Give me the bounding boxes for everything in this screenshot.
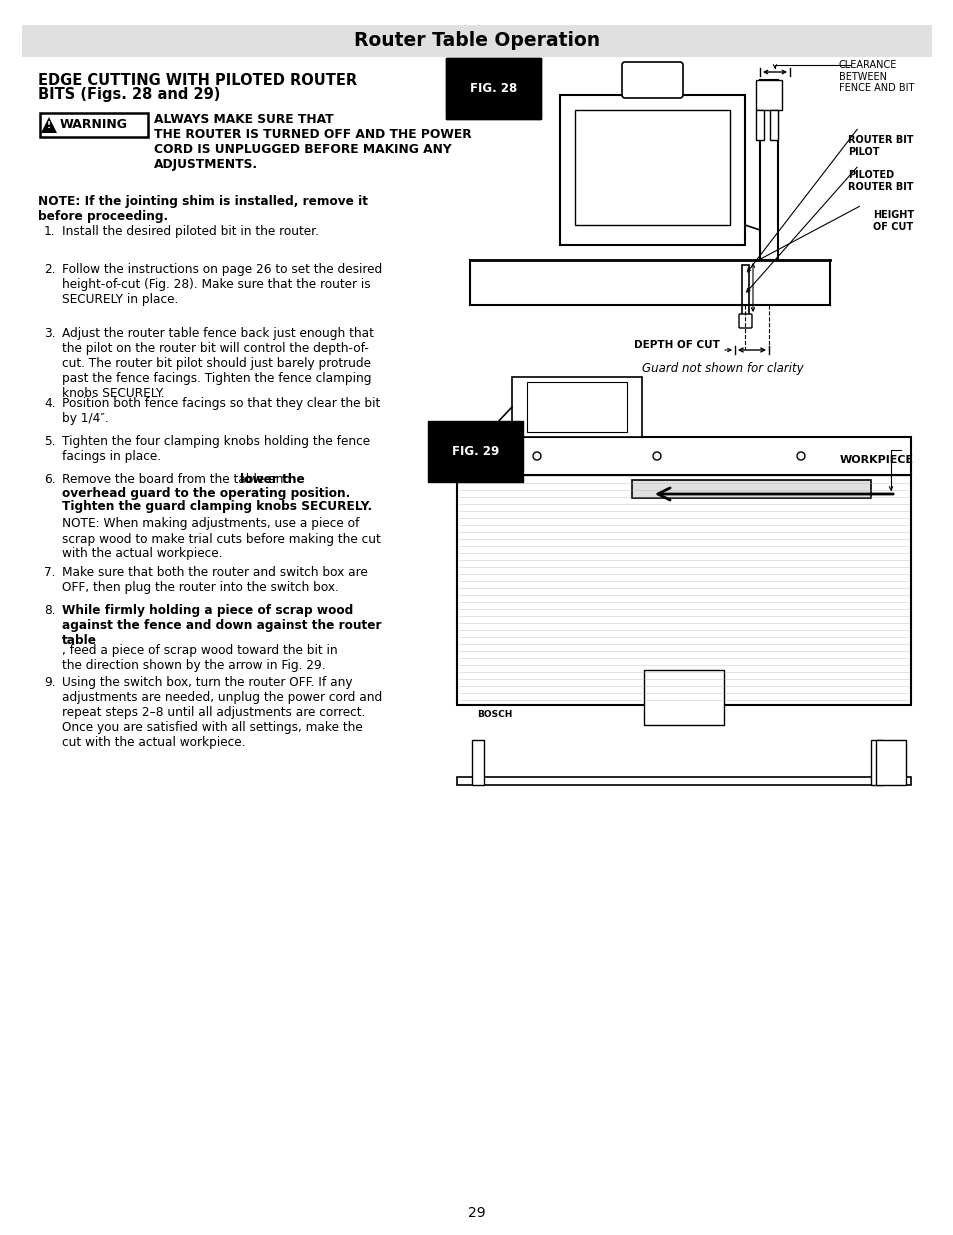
Text: DEPTH OF CUT: DEPTH OF CUT (634, 340, 720, 350)
Text: 5.: 5. (44, 435, 55, 448)
Text: ROUTER BIT
PILOT: ROUTER BIT PILOT (847, 135, 913, 157)
Bar (755, 80, 781, 110)
Text: FIG. 28: FIG. 28 (470, 82, 517, 95)
Text: FIG. 29: FIG. 29 (452, 445, 498, 458)
Text: Tighten the four clamping knobs holding the fence
facings in place.: Tighten the four clamping knobs holding … (62, 435, 370, 463)
Circle shape (652, 452, 660, 459)
Bar (575, 110, 729, 225)
Text: WARNING: WARNING (60, 119, 128, 131)
Text: BOSCH: BOSCH (476, 710, 512, 719)
Text: While firmly holding a piece of scrap wood
against the fence and down against th: While firmly holding a piece of scrap wo… (62, 604, 381, 647)
Text: Guard not shown for clarity: Guard not shown for clarity (641, 362, 803, 375)
Bar (631, 480, 870, 498)
Text: , feed a piece of scrap wood toward the bit in
the direction shown by the arrow : , feed a piece of scrap wood toward the … (62, 645, 337, 672)
Text: lower the: lower the (240, 473, 305, 487)
FancyBboxPatch shape (739, 314, 751, 329)
Text: 8.: 8. (44, 604, 55, 616)
Text: 7.: 7. (44, 566, 55, 579)
Text: NOTE: If the jointing shim is installed, remove it
before proceeding.: NOTE: If the jointing shim is installed,… (38, 195, 368, 224)
Text: 6.: 6. (44, 473, 55, 487)
Circle shape (533, 452, 540, 459)
FancyBboxPatch shape (621, 62, 682, 98)
Bar (760, 80, 778, 261)
Text: 4.: 4. (44, 396, 55, 410)
Text: EDGE CUTTING WITH PILOTED ROUTER: EDGE CUTTING WITH PILOTED ROUTER (38, 73, 356, 88)
Bar (22, 25, 931, 57)
Bar (456, 437, 910, 475)
Bar (643, 671, 723, 725)
Bar (526, 382, 626, 432)
Bar (741, 266, 748, 315)
Polygon shape (41, 117, 57, 133)
Text: 2.: 2. (44, 263, 55, 275)
Text: HEIGHT
OF CUT: HEIGHT OF CUT (872, 210, 913, 232)
Text: Tighten the guard clamping knobs SECURELY.: Tighten the guard clamping knobs SECUREL… (62, 500, 372, 513)
Bar (512, 377, 641, 437)
Text: NOTE: When making adjustments, use a piece of
scrap wood to make trial cuts befo: NOTE: When making adjustments, use a pie… (62, 517, 380, 561)
Bar (472, 740, 483, 785)
Text: Follow the instructions on page 26 to set the desired
height-of-cut (Fig. 28). M: Follow the instructions on page 26 to se… (62, 263, 382, 306)
Bar (456, 471, 910, 705)
Text: 29: 29 (468, 1207, 485, 1220)
Text: PILOTED
ROUTER BIT: PILOTED ROUTER BIT (847, 170, 913, 191)
Text: BITS (Figs. 28 and 29): BITS (Figs. 28 and 29) (38, 86, 220, 103)
Bar (559, 95, 744, 245)
Bar (755, 110, 763, 140)
Bar (456, 777, 910, 785)
Text: Make sure that both the router and switch box are
OFF, then plug the router into: Make sure that both the router and switc… (62, 566, 367, 594)
Bar (40, 112, 148, 137)
Text: Remove the board from the table and: Remove the board from the table and (62, 473, 294, 487)
Text: WORKPIECE: WORKPIECE (839, 454, 913, 466)
Text: 9.: 9. (44, 677, 55, 689)
Text: CLEARANCE
BETWEEN
FENCE AND BIT: CLEARANCE BETWEEN FENCE AND BIT (838, 61, 913, 93)
Bar (870, 740, 882, 785)
Text: Position both fence facings so that they clear the bit
by 1/4″.: Position both fence facings so that they… (62, 396, 380, 425)
Text: Adjust the router table fence back just enough that
the pilot on the router bit : Adjust the router table fence back just … (62, 327, 374, 400)
Text: Router Table Operation: Router Table Operation (354, 32, 599, 51)
Text: FIG. 28: FIG. 28 (470, 82, 517, 95)
Text: ALWAYS MAKE SURE THAT
THE ROUTER IS TURNED OFF AND THE POWER
CORD IS UNPLUGGED B: ALWAYS MAKE SURE THAT THE ROUTER IS TURN… (153, 112, 471, 170)
Text: 1.: 1. (44, 225, 55, 238)
Text: overhead guard to the operating position.: overhead guard to the operating position… (62, 487, 350, 499)
Circle shape (796, 452, 804, 459)
Text: Install the desired piloted bit in the router.: Install the desired piloted bit in the r… (62, 225, 318, 238)
Text: Using the switch box, turn the router OFF. If any
adjustments are needed, unplug: Using the switch box, turn the router OF… (62, 677, 382, 750)
Bar (875, 740, 905, 785)
Text: 3.: 3. (44, 327, 55, 340)
Text: !: ! (47, 121, 51, 130)
Bar (769, 110, 778, 140)
